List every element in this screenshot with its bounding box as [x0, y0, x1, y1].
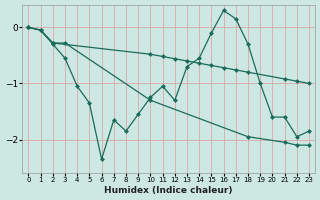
X-axis label: Humidex (Indice chaleur): Humidex (Indice chaleur): [104, 186, 233, 195]
